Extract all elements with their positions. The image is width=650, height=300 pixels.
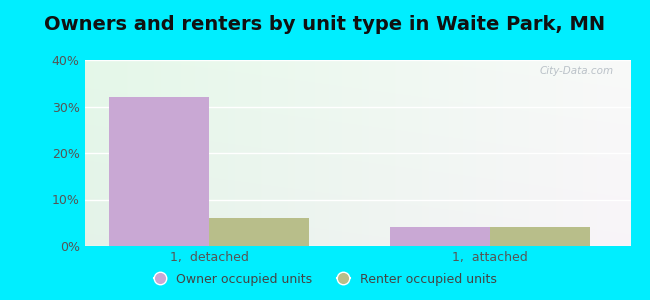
Bar bbox=[490, 227, 590, 246]
Text: Owners and renters by unit type in Waite Park, MN: Owners and renters by unit type in Waite… bbox=[44, 15, 606, 34]
Bar bbox=[390, 227, 490, 246]
Bar bbox=[209, 218, 309, 246]
Text: City-Data.com: City-Data.com bbox=[540, 66, 614, 76]
Bar bbox=[109, 97, 209, 246]
Legend: Owner occupied units, Renter occupied units: Owner occupied units, Renter occupied un… bbox=[148, 268, 502, 291]
